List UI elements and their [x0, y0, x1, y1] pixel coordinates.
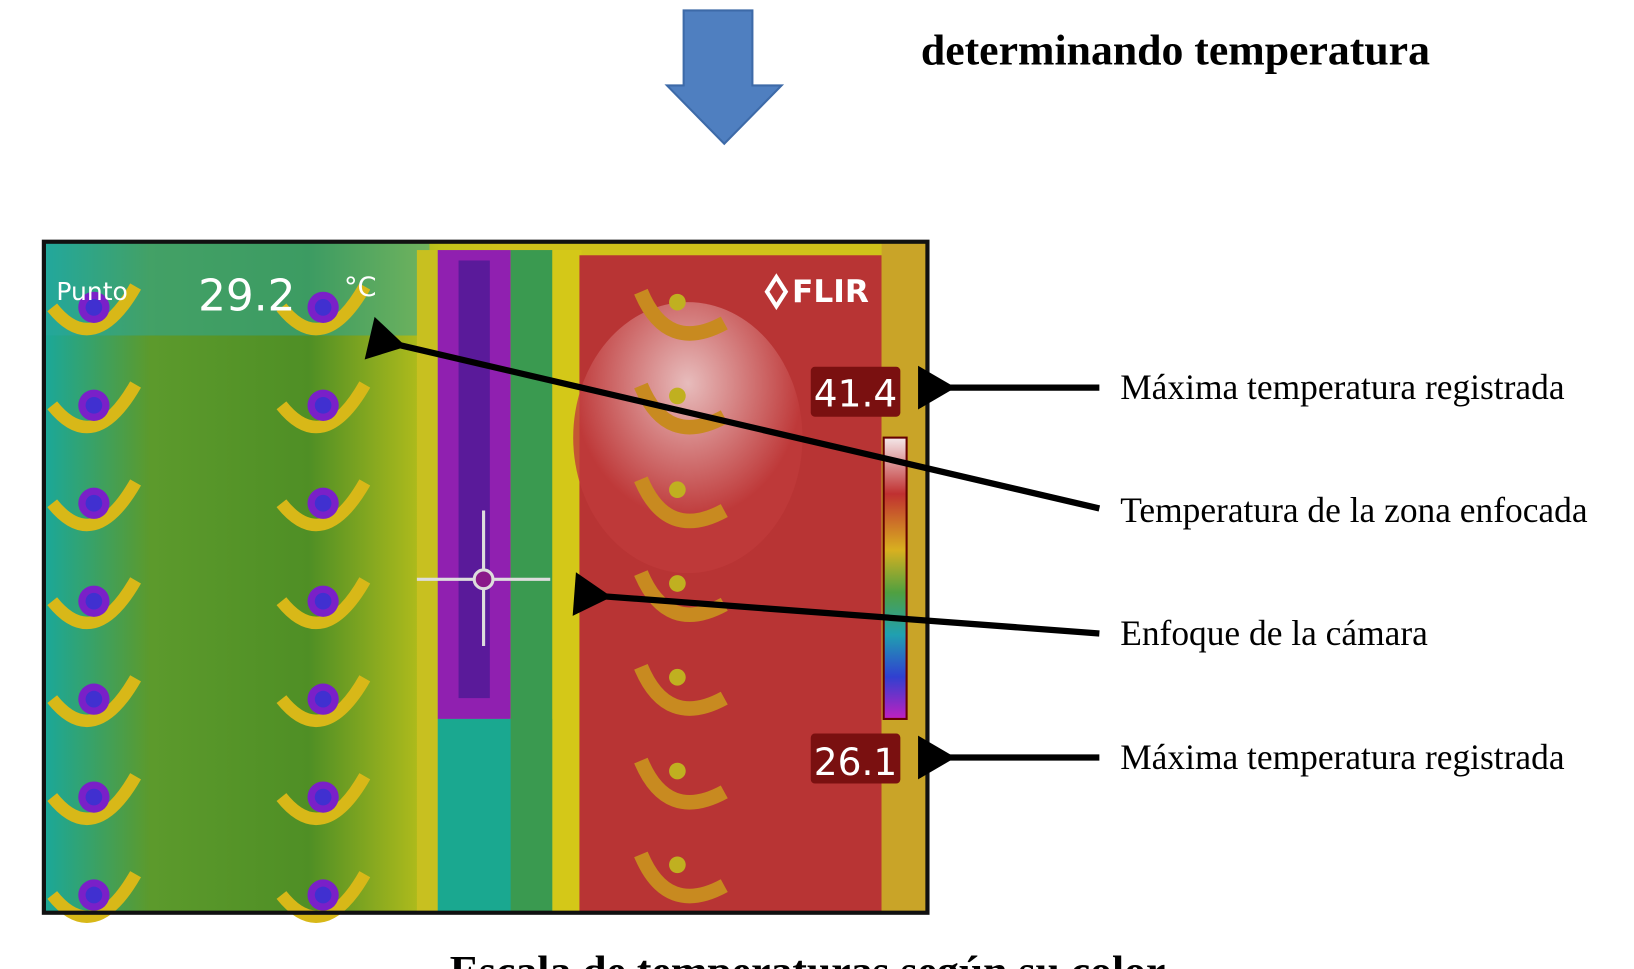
thermal-blob	[86, 397, 103, 414]
spot-value: 29.2	[198, 270, 295, 321]
thermal-blob	[315, 299, 332, 316]
annotation: Enfoque de la cámara	[1120, 613, 1428, 653]
brand: FLIR	[792, 274, 869, 310]
camera-mode: Punto	[56, 277, 127, 306]
thermal-blob	[315, 593, 332, 610]
page: {"header":{"title":"determinando tempera…	[0, 0, 1634, 969]
annotation: Máxima temperatura registrada	[1120, 737, 1565, 777]
thermal-blob	[86, 887, 103, 904]
max-value: 41.4	[814, 371, 898, 415]
thermal-blob	[669, 294, 686, 311]
thermal-blob	[86, 691, 103, 708]
thermal-blob	[315, 397, 332, 414]
thermal-blob	[315, 495, 332, 512]
thermal-blob	[315, 691, 332, 708]
thermal-blob	[669, 669, 686, 686]
thermal-blob	[315, 887, 332, 904]
thermal-blob	[86, 789, 103, 806]
thermal-blob	[669, 575, 686, 592]
thermal-image: Punto 29.2 °C FLIR 41.4 26.1	[44, 242, 928, 917]
thermal-blob	[669, 856, 686, 873]
header-title: determinando temperatura	[921, 27, 1430, 75]
thermal-blob	[669, 388, 686, 405]
thermal-blob	[86, 593, 103, 610]
unit: °C	[344, 272, 376, 303]
thermal-blob	[86, 495, 103, 512]
thermal-blob	[315, 789, 332, 806]
down-arrow	[667, 10, 782, 143]
diagram: determinando temperatura Punto 29.2 °C F…	[0, 0, 1634, 969]
caption: Escala de temperaturas según su color	[450, 948, 1166, 969]
thermal-blob	[669, 763, 686, 780]
min-value: 26.1	[814, 740, 898, 784]
thermal-blob	[669, 481, 686, 498]
annotation: Temperatura de la zona enfocada	[1120, 490, 1588, 530]
annotation: Máxima temperatura registrada	[1120, 367, 1565, 407]
